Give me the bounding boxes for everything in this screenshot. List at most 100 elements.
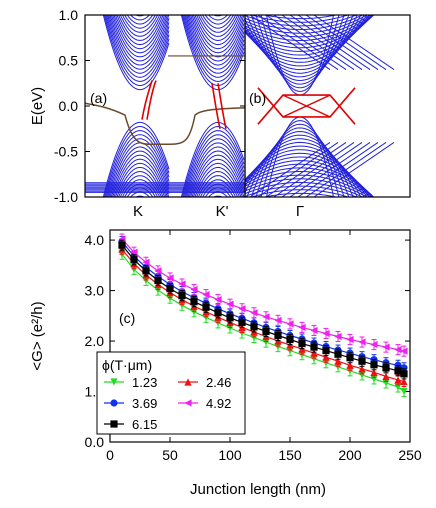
data-point (400, 387, 408, 396)
band-line (190, 154, 245, 197)
band-y-tick-label: -1.0 (54, 189, 78, 205)
band-line (249, 15, 331, 71)
band-line (245, 15, 371, 38)
data-point (214, 309, 222, 317)
band-line (102, 15, 170, 91)
data-point (202, 303, 210, 311)
data-point (382, 364, 390, 372)
edge-state-line (282, 94, 331, 118)
data-point (394, 346, 402, 354)
band-line (245, 15, 365, 71)
edge-state-line (217, 83, 227, 129)
band-lines-b (245, 15, 410, 232)
band-line (245, 204, 410, 232)
data-point (190, 298, 198, 306)
band-line (245, 138, 362, 197)
band-line (199, 15, 237, 33)
band-line (281, 141, 363, 197)
data-point (346, 367, 354, 375)
band-line (262, 192, 338, 197)
series-4.92 (118, 233, 408, 357)
band-line (245, 156, 374, 197)
band-line (121, 15, 159, 33)
data-point (358, 371, 366, 379)
x-tick-label: 250 (398, 447, 422, 463)
band-line (245, 185, 358, 197)
band-line (185, 15, 245, 74)
band-line (245, 152, 372, 197)
band-panel-b: (b) (244, 14, 411, 232)
band-line (187, 146, 245, 197)
x-tick-label: 150 (278, 447, 302, 463)
edge-state-line (146, 80, 157, 120)
band-line (104, 130, 170, 197)
data-point (226, 300, 234, 308)
band-line (170, 0, 244, 12)
panel-a-label: (a) (90, 90, 107, 106)
data-point (142, 258, 150, 266)
data-point (286, 335, 294, 344)
band-line (286, 15, 315, 16)
band-line (289, 141, 371, 197)
data-point (334, 363, 342, 371)
band-line (245, 15, 375, 45)
data-point (322, 347, 330, 355)
band-line (194, 166, 242, 197)
band-line (245, 171, 374, 197)
band-line (180, 121, 245, 197)
series-line (121, 241, 405, 369)
data-point (370, 340, 378, 349)
band-line (245, 167, 375, 197)
data-point (190, 308, 198, 316)
band-line (85, 0, 169, 12)
band-line (286, 196, 315, 197)
panel-c-frame (109, 229, 411, 443)
band-line (297, 141, 379, 197)
band-line (112, 154, 168, 197)
band-line (196, 170, 240, 197)
band-line (102, 121, 170, 197)
data-point (130, 256, 138, 264)
band-line (126, 187, 154, 197)
legend-marker (110, 420, 118, 428)
data-point (130, 248, 138, 256)
data-point (202, 313, 210, 321)
band-line (108, 15, 170, 70)
data-point (322, 353, 330, 361)
data-point (322, 359, 330, 367)
edge-state-line (257, 87, 356, 118)
data-point (310, 355, 318, 363)
band-line (110, 150, 170, 197)
legend-label: 2.46 (206, 375, 231, 390)
data-point (262, 327, 270, 336)
data-point (118, 235, 126, 243)
data-point (154, 286, 162, 294)
data-point (346, 361, 354, 369)
data-point (142, 276, 150, 285)
data-point (310, 349, 318, 357)
band-line (265, 141, 347, 197)
data-point (370, 361, 378, 369)
band-line (273, 15, 355, 71)
legend-label: 6.15 (132, 417, 157, 432)
band-line (114, 162, 166, 197)
edge-state-line (141, 80, 153, 120)
legend-marker (110, 399, 118, 407)
edge-state-line (257, 94, 356, 125)
band-line (180, 15, 245, 91)
data-point (346, 335, 354, 344)
band-line (313, 15, 395, 71)
data-point (214, 319, 222, 327)
band-line (265, 15, 335, 96)
band-line (194, 15, 242, 46)
data-point (298, 339, 306, 348)
legend: ϕ(T·μm) 1.23 2.46 3.69 4.92 6.15 (96, 351, 246, 435)
band-line (192, 162, 244, 197)
data-point (400, 347, 408, 355)
data-point (400, 364, 408, 372)
band-line (245, 15, 375, 49)
band-x-tick-label: K (133, 203, 143, 220)
band-line (185, 138, 245, 197)
legend-marker (110, 378, 118, 386)
